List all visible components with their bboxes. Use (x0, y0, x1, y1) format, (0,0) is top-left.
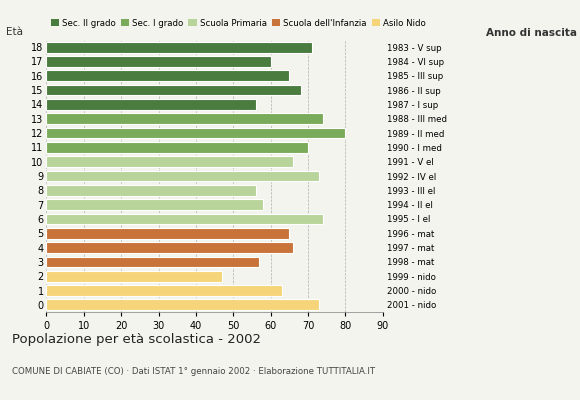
Text: COMUNE DI CABIATE (CO) · Dati ISTAT 1° gennaio 2002 · Elaborazione TUTTITALIA.IT: COMUNE DI CABIATE (CO) · Dati ISTAT 1° g… (12, 367, 375, 376)
Bar (46, 156, 293, 167)
Text: Anno di nascita: Anno di nascita (486, 28, 577, 38)
Text: Età: Età (6, 27, 23, 37)
Bar (46, 99, 256, 110)
Bar (46, 214, 323, 224)
Bar (46, 56, 271, 67)
Legend: Sec. II grado, Sec. I grado, Scuola Primaria, Scuola dell'Infanzia, Asilo Nido: Sec. II grado, Sec. I grado, Scuola Prim… (50, 18, 426, 28)
Bar (46, 285, 282, 296)
Bar (46, 242, 293, 253)
Bar (46, 42, 312, 52)
Bar (46, 256, 259, 267)
Text: Popolazione per età scolastica - 2002: Popolazione per età scolastica - 2002 (12, 333, 260, 346)
Bar (46, 199, 263, 210)
Bar (46, 228, 289, 239)
Bar (46, 300, 319, 310)
Bar (46, 128, 346, 138)
Bar (46, 185, 256, 196)
Bar (46, 142, 308, 153)
Bar (46, 171, 319, 181)
Bar (46, 113, 323, 124)
Bar (46, 271, 222, 282)
Bar (46, 70, 289, 81)
Bar (46, 85, 300, 96)
